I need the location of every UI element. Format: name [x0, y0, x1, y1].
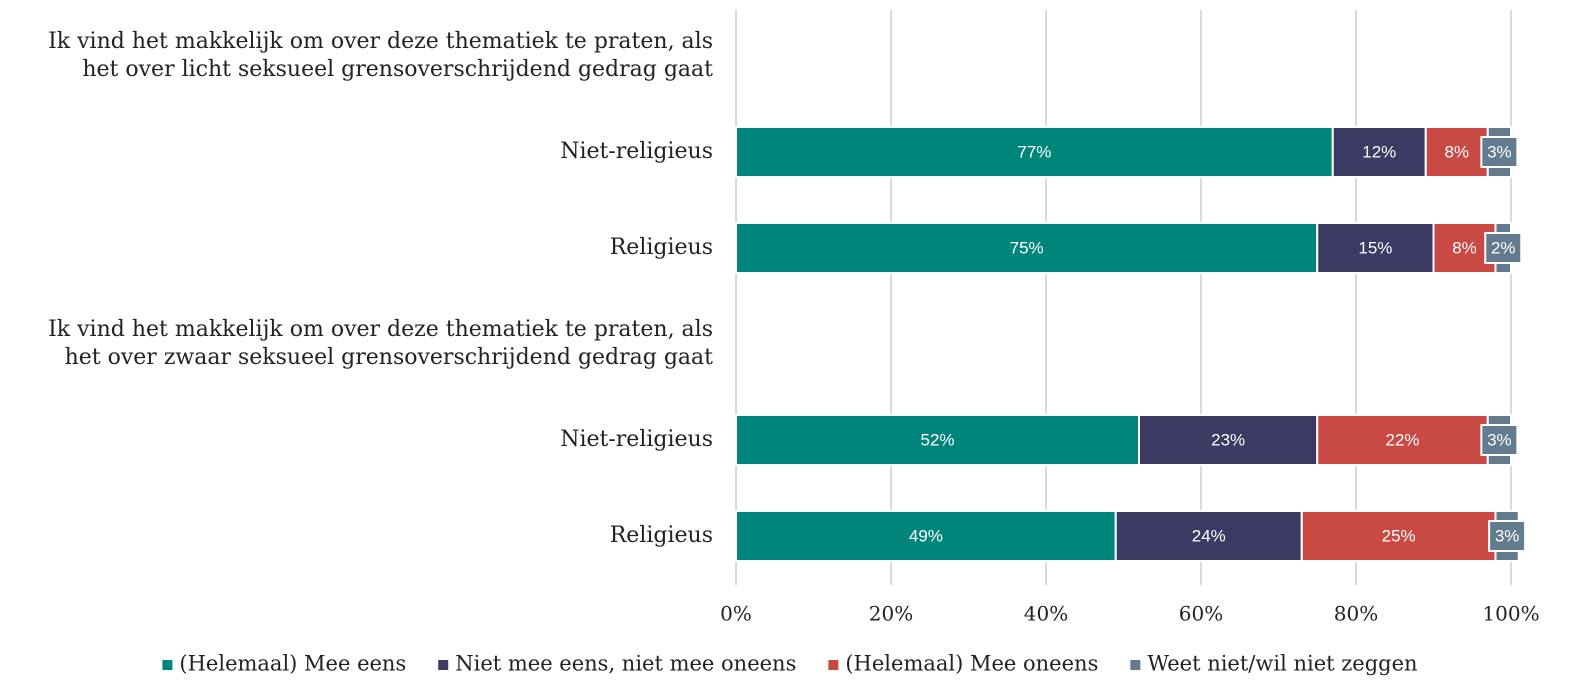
category-label: Religieus [610, 523, 713, 548]
category-label: Ik vind het makkelijk om over deze thema… [48, 317, 713, 370]
value-label: 12% [1362, 142, 1396, 161]
category-label: Niet-religieus [560, 139, 713, 164]
x-tick-label: 0% [720, 602, 752, 626]
category-label: Religieus [610, 235, 713, 260]
value-label: 52% [920, 430, 954, 449]
category-label-line: Ik vind het makkelijk om over deze thema… [48, 317, 713, 342]
value-label: 49% [909, 526, 943, 545]
category-label-line: Niet-religieus [560, 427, 713, 452]
value-label: 3% [1487, 430, 1512, 449]
bar-segment [1316, 222, 1435, 274]
value-label: 77% [1017, 142, 1051, 161]
value-label: 3% [1495, 526, 1520, 545]
bar-segment [735, 414, 1140, 466]
legend-swatch [1130, 660, 1141, 670]
category-label-line: het over zwaar seksueel grensoverschrijd… [65, 345, 714, 370]
value-label-box [1488, 520, 1527, 552]
category-label-line: Niet-religieus [560, 139, 713, 164]
category-label-line: Religieus [610, 235, 713, 260]
value-label: 2% [1491, 238, 1516, 257]
category-label-line: het over licht seksueel grensoverschrijd… [82, 57, 713, 82]
value-label-box [1484, 232, 1523, 264]
value-label: 8% [1444, 142, 1469, 161]
legend-label: Niet mee eens, niet mee oneens [455, 652, 796, 676]
legend-swatch [438, 660, 449, 670]
category-label-line: Religieus [610, 523, 713, 548]
value-label: 75% [1010, 238, 1044, 257]
bar-segment [735, 222, 1319, 274]
legend-label: Weet niet/wil niet zeggen [1147, 652, 1417, 676]
value-label: 23% [1211, 430, 1245, 449]
bar-segment [1316, 414, 1489, 466]
x-tick-label: 80% [1334, 602, 1378, 626]
legend-swatch [162, 660, 173, 670]
category-label: Niet-religieus [560, 427, 713, 452]
value-label-box [1480, 136, 1519, 168]
value-label: 22% [1385, 430, 1419, 449]
legend-label: (Helemaal) Mee eens [179, 652, 406, 676]
x-tick-label: 60% [1179, 602, 1223, 626]
value-label: 3% [1487, 142, 1512, 161]
bar-segment [1114, 510, 1303, 562]
legend-label: (Helemaal) Mee oneens [845, 652, 1098, 676]
value-label: 25% [1382, 526, 1416, 545]
category-label-line: Ik vind het makkelijk om over deze thema… [48, 29, 713, 54]
value-label-box [1480, 424, 1519, 456]
bar-segment [1138, 414, 1319, 466]
value-label: 24% [1192, 526, 1226, 545]
category-label: Ik vind het makkelijk om over deze thema… [48, 29, 713, 82]
bar-segment [735, 510, 1117, 562]
legend-swatch [828, 660, 839, 670]
x-tick-label: 20% [869, 602, 913, 626]
value-label: 8% [1452, 238, 1477, 257]
x-tick-label: 40% [1024, 602, 1068, 626]
x-tick-label: 100% [1482, 602, 1539, 626]
legend: (Helemaal) Mee eens Niet mee eens, niet m… [162, 652, 1418, 676]
bar-segment [735, 126, 1334, 178]
value-label: 15% [1358, 238, 1392, 257]
